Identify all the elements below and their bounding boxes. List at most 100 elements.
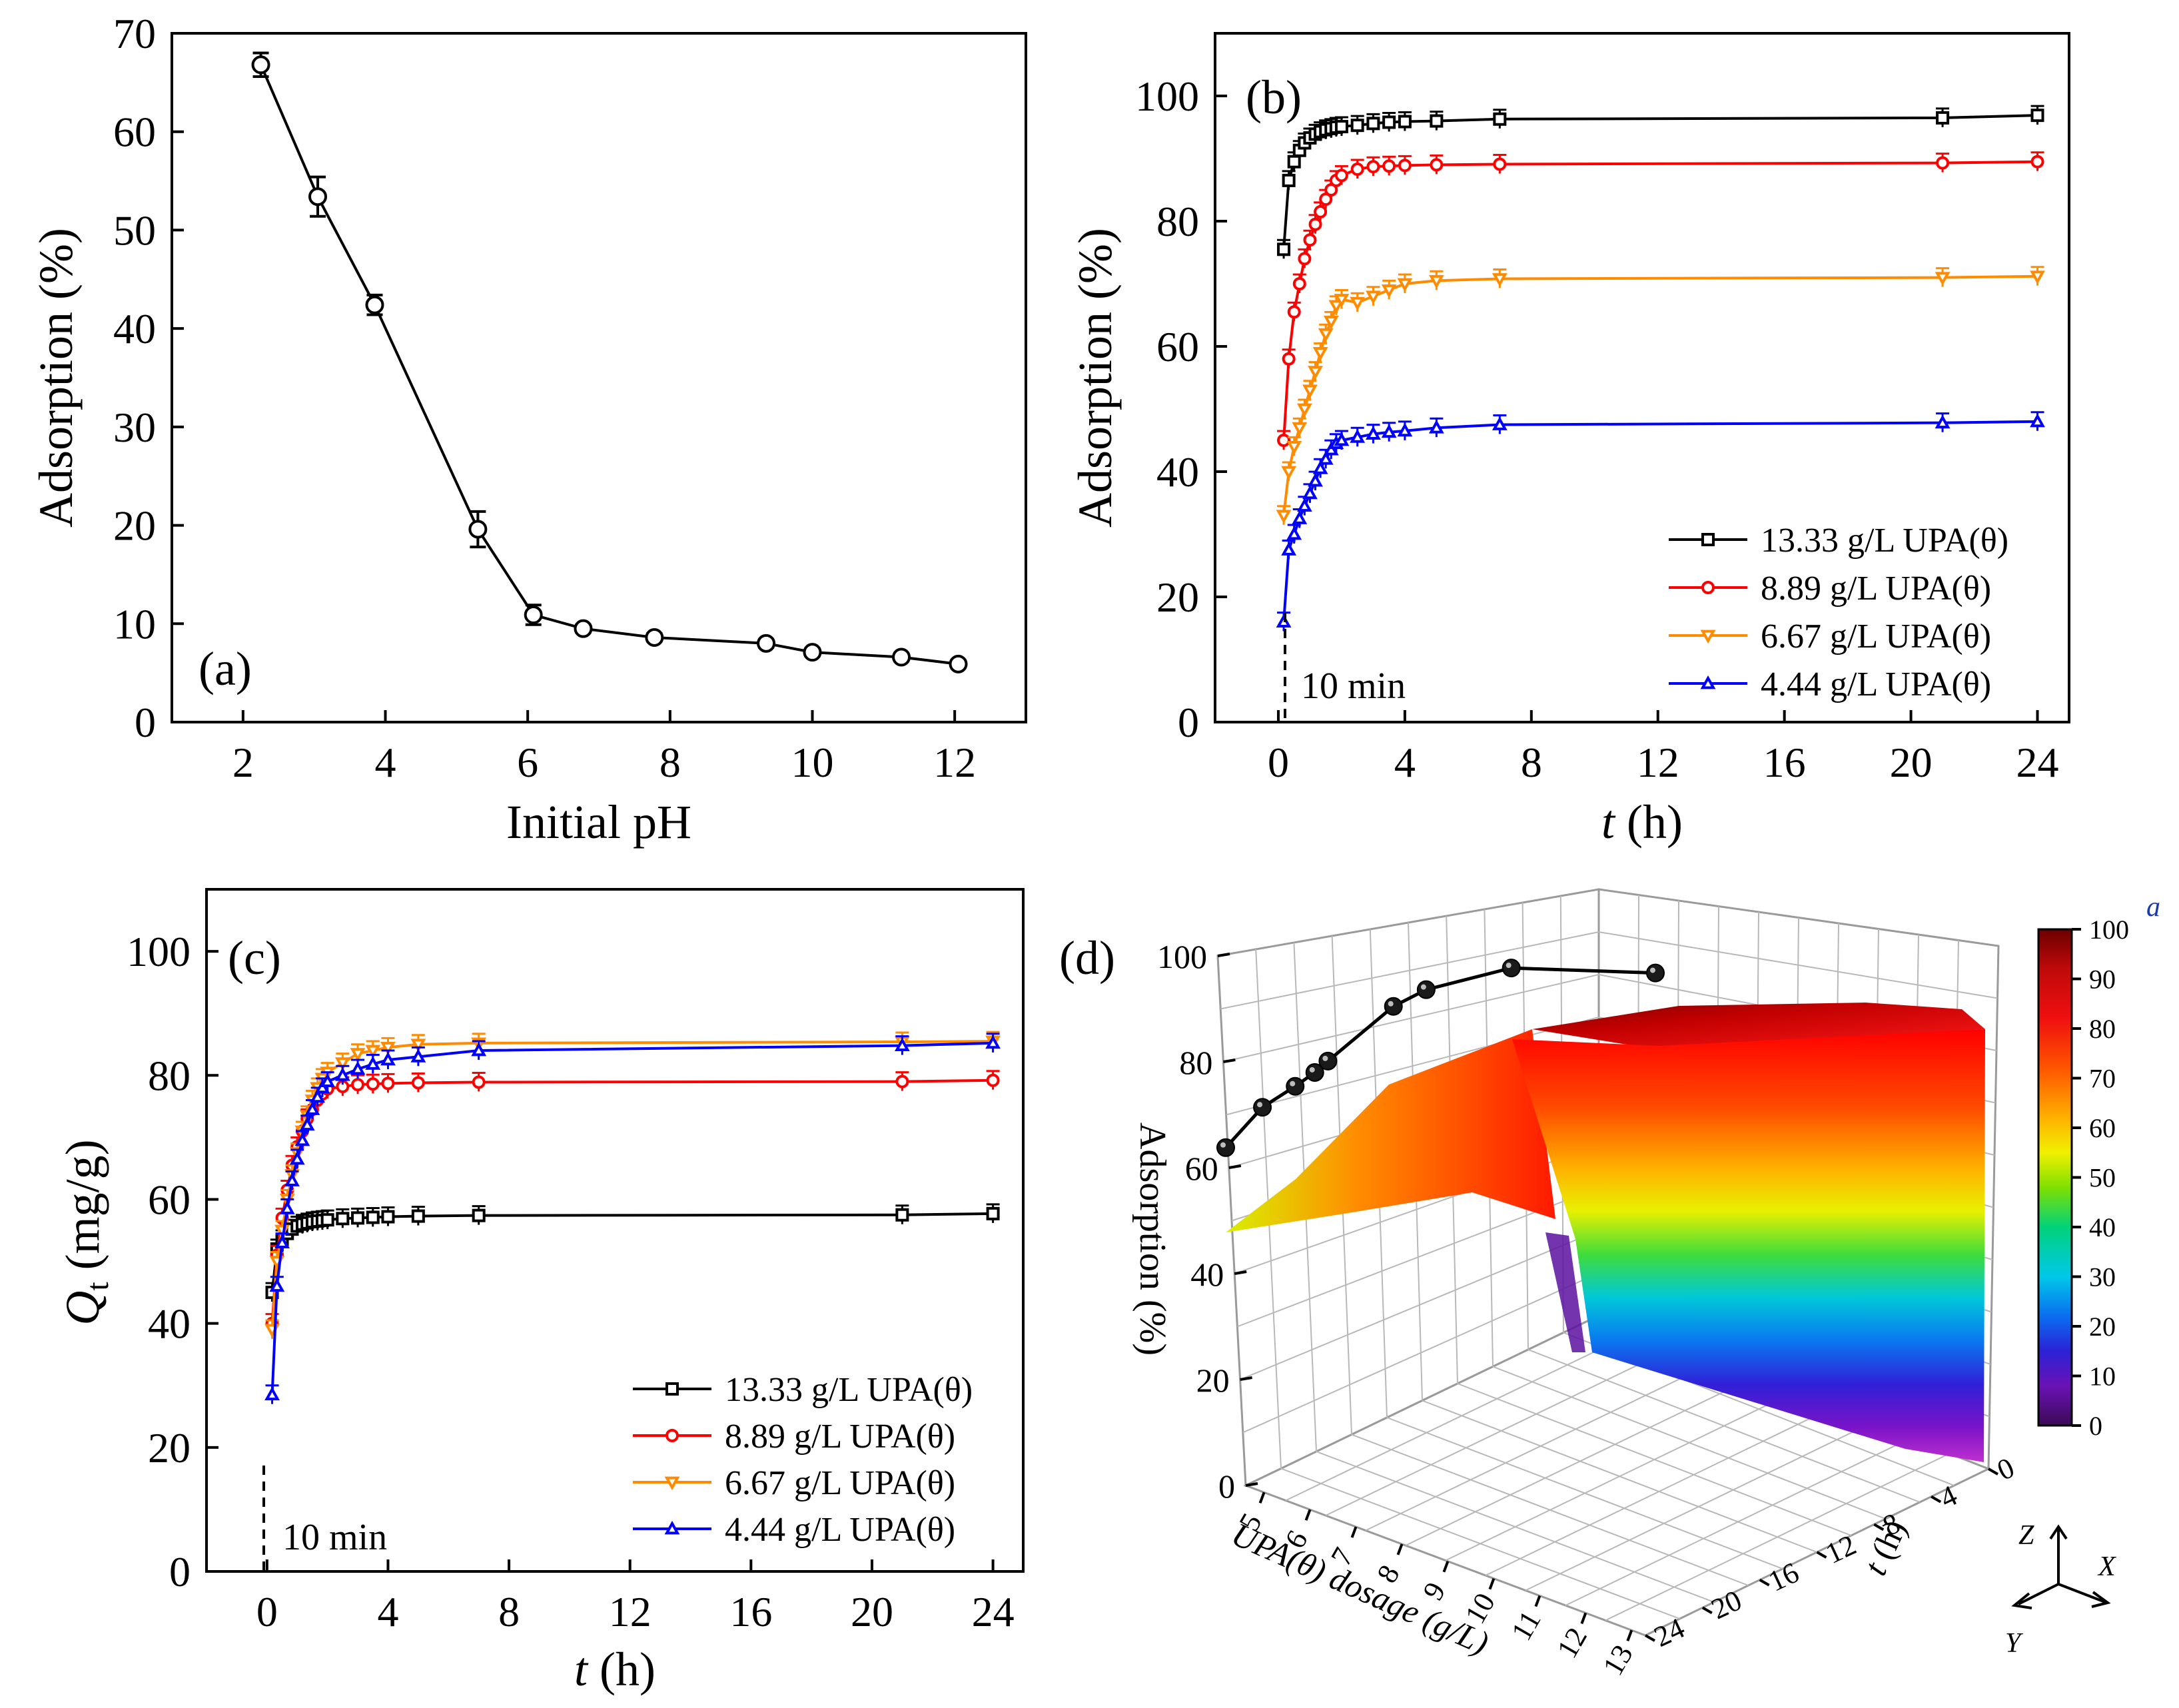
panel-d-z-tick (1234, 1270, 1247, 1275)
panel-d-data-point (1502, 959, 1521, 978)
panel-b-legend-marker (1700, 675, 1716, 689)
panel-b-data-point (1318, 328, 1334, 342)
panel-c-data-point (274, 1234, 290, 1249)
panel-b-data-point (1286, 441, 1302, 455)
panel-c-frame (205, 888, 1025, 1573)
panel-b-data-point (1298, 252, 1312, 266)
panel-c-y-axis-label-unit: (mg/g) (56, 1139, 109, 1282)
panel-d-z-tick-label: 60 (1185, 1150, 1218, 1187)
panel-d-z-tick-label: 80 (1179, 1044, 1212, 1081)
panel-b-data-point (1286, 526, 1302, 540)
panel-d-data-point (1318, 1051, 1338, 1070)
panel-b-legend-entry: 8.89 g/L UPA(θ) (1761, 570, 1991, 608)
panel-b-data-point (1334, 120, 1348, 134)
panel-b-data-point (1314, 205, 1328, 218)
panel-c-x-tick-label: 20 (851, 1588, 893, 1635)
panel-d-x-tick (1488, 1577, 1496, 1590)
panel-b-data-point (1493, 112, 1507, 126)
panel-d-data-point (1646, 963, 1665, 983)
panel-b-data-point (1287, 305, 1301, 319)
panel-c-data-point (366, 1077, 380, 1091)
panel-d-z-tick-label: 100 (1157, 938, 1207, 975)
panel-b-data-point (1308, 366, 1323, 380)
panel-b-data-point (1935, 414, 1951, 429)
panel-c-legend: 13.33 g/L UPA(θ) 8.89 g/L UPA(θ) 6.67 g/L … (633, 1371, 973, 1549)
panel-b-data-point (1302, 384, 1318, 398)
panel-b-data-point (1303, 233, 1317, 247)
panel-c: 0 4 8 12 16 20 24 0 20 40 60 80 100 10 min Qt (mg/g)… (56, 888, 1025, 1696)
panel-b-data-point (1428, 274, 1444, 289)
panel-d-y-tick (1873, 1523, 1885, 1531)
panel-d-z-tick (1228, 1164, 1242, 1169)
panel-d-gridline (1565, 1438, 1911, 1606)
panel-b-data-point (1323, 441, 1339, 456)
colorbar-tick-label: 70 (2089, 1064, 2116, 1094)
panel-c-data-point (986, 1206, 1000, 1220)
panel-a-data-point (803, 643, 822, 662)
panel-b-data-point (1350, 296, 1366, 311)
panel-b-series-line (1282, 114, 2038, 250)
panel-a-data-point (757, 634, 776, 653)
panel-a-x-axis-label: Initial pH (506, 795, 691, 849)
panel-c-data-point (314, 1079, 330, 1094)
panel-d-z-tick (1217, 953, 1230, 957)
panel-c-data-point (351, 1078, 365, 1092)
panel-b-data-point (2030, 155, 2044, 169)
panel-b-data-point (1308, 472, 1323, 487)
panel-d-gridline (1605, 1453, 1950, 1621)
panel-c-data-point (350, 1048, 366, 1062)
panel-b-x-tick-label: 16 (1763, 739, 1806, 786)
panel-b-y-axis-label: Adsorption (%) (1069, 228, 1122, 528)
panel-b-data-point (1282, 352, 1296, 366)
panel-d-y-tick (1988, 1468, 1998, 1476)
panel-a-data-point (308, 187, 328, 207)
colorbar-tick-label: 90 (2089, 965, 2116, 995)
panel-d-gridline (1485, 1407, 1833, 1576)
panel-c-data-point (895, 1074, 909, 1088)
axis-triad-x: X (2097, 1551, 2117, 1582)
panel-c-data-point (410, 1039, 426, 1053)
panel-a-x-tick-label: 6 (517, 739, 538, 786)
panel-a-x-tick-label: 8 (659, 739, 681, 786)
panel-b-data-point (1334, 432, 1350, 446)
panel-b-legend-entry: 4.44 g/L UPA(θ) (1761, 665, 1991, 703)
colorbar (2037, 928, 2073, 1427)
panel-b-data-point (1398, 159, 1412, 173)
panel-b-data-point (1381, 424, 1397, 438)
panel-c-data-point (351, 1211, 365, 1225)
axis-triad-z: Z (2018, 1520, 2034, 1551)
panel-b-data-point (1312, 347, 1328, 361)
panel-b-data-point (1430, 158, 1444, 172)
panel-c-y-tick-label: 0 (169, 1548, 191, 1595)
panel-b-data-point (1381, 284, 1397, 298)
panel-d-surface-front (1512, 1029, 1985, 1462)
panel-c-data-point (289, 1150, 305, 1165)
panel-c-y-tick-label: 20 (148, 1424, 191, 1472)
panel-c-x-tick-label: 0 (256, 1588, 278, 1635)
panel-c-x-tick-label: 8 (498, 1588, 520, 1635)
panel-b-y-tick-label: 80 (1156, 198, 1199, 245)
panel-c-data-point (320, 1213, 334, 1227)
panel-c-data-point (279, 1200, 295, 1214)
panel-b-data-point (2030, 109, 2044, 123)
panel-c-data-point (365, 1045, 381, 1059)
panel-b-data-point (1350, 429, 1366, 443)
panel-d-z-tick (1223, 1059, 1236, 1063)
panel-b-data-point (1382, 115, 1396, 129)
panel-d-x-tick (1396, 1543, 1404, 1555)
panel-a-data-point (949, 654, 968, 673)
panel-d-data-point-highlight (1220, 1142, 1226, 1148)
panel-c-series-line (270, 1041, 993, 1395)
panel-c-data-point (269, 1278, 285, 1292)
panel-b-x-tick-label: 0 (1268, 739, 1289, 786)
panel-b-data-point (1277, 242, 1291, 256)
panel-c-data-point (334, 1067, 350, 1081)
panel-c-data-point (310, 1088, 326, 1103)
panel-b-data-point (1292, 510, 1308, 524)
panel-b-data-point (1334, 169, 1348, 183)
panel-b-data-point (1935, 272, 1951, 286)
panel-b-data-point (1366, 290, 1381, 304)
panel-b-data-point (1287, 155, 1301, 169)
panel-b-data-point (1936, 156, 1950, 170)
colorbar-tick-label: 40 (2089, 1212, 2116, 1242)
